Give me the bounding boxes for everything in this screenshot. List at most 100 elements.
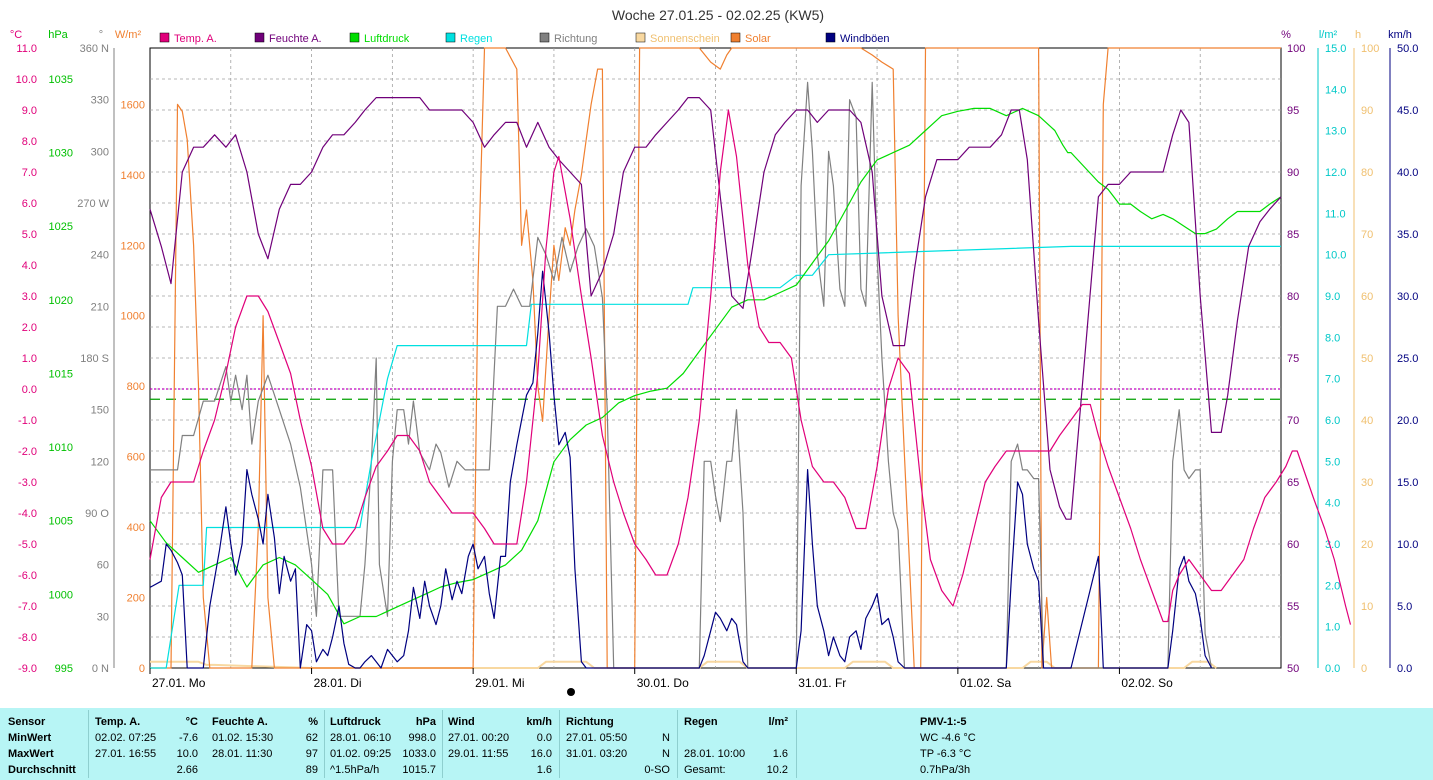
press-max-value: 1033.0 — [402, 748, 436, 760]
stats-header-rain-unit: l/m² — [768, 716, 788, 728]
dir-avg-value: 0-SO — [644, 764, 670, 776]
hum-avg-value: 89 — [305, 764, 318, 776]
legend-label-solar: Solar — [745, 33, 771, 45]
axis-tick-sun: 70 — [1361, 229, 1373, 241]
axis-tick-press: 1030 — [49, 148, 73, 160]
axis-tick-hum: 65 — [1287, 477, 1299, 489]
axis-tick-temp: 10.0 — [16, 74, 37, 86]
dir-min-time: 27.01. 05:50 — [566, 732, 628, 744]
axis-tick-solar: 600 — [127, 452, 145, 464]
series-line-press — [149, 107, 1282, 625]
axis-tick-gust: 20.0 — [1397, 415, 1418, 427]
temp-avg-value: 2.66 — [176, 764, 198, 776]
axis-tick-rain: 9.0 — [1325, 291, 1340, 303]
temp-max-time: 27.01. 16:55 — [95, 748, 157, 760]
axis-tick-sun: 30 — [1361, 477, 1373, 489]
axis-tick-press: 1010 — [49, 442, 73, 454]
axis-tick-sun: 10 — [1361, 601, 1373, 613]
x-tick-label: 28.01. Di — [314, 676, 362, 690]
axis-tick-hum: 70 — [1287, 415, 1299, 427]
axis-tick-rain: 6.0 — [1325, 415, 1340, 427]
axis-tick-solar: 0 — [139, 663, 145, 675]
axis-tick-hum: 95 — [1287, 105, 1299, 117]
moon-phase-icon — [567, 688, 575, 696]
series-line-temp — [149, 109, 1352, 625]
axis-tick-rain: 15.0 — [1325, 43, 1346, 55]
legend-label-hum: Feuchte A. — [269, 33, 322, 45]
temp-min-time: 02.02. 07:25 — [95, 732, 157, 744]
axis-tick-press: 995 — [55, 663, 73, 675]
wind-avg-value: 1.6 — [536, 764, 552, 776]
axis-tick-solar: 1000 — [121, 311, 145, 323]
axis-tick-temp: 1.0 — [22, 353, 37, 365]
axis-tick-sun: 40 — [1361, 415, 1373, 427]
rain-total-label: Gesamt: — [684, 764, 726, 776]
axis-tick-temp: -3.0 — [18, 477, 37, 489]
wind-max-time: 29.01. 11:55 — [448, 748, 509, 760]
stats-header-rain: Regen — [684, 716, 718, 728]
axis-tick-hum: 100 — [1287, 43, 1305, 55]
rain-max-time: 28.01. 10:00 — [684, 748, 746, 760]
axis-tick-sun: 80 — [1361, 167, 1373, 179]
stats-header-wind-unit: km/h — [526, 716, 552, 728]
legend-swatch-press — [349, 32, 360, 43]
x-tick-label: 02.02. So — [1121, 676, 1173, 690]
axis-tick-solar: 1600 — [121, 99, 145, 111]
legend-swatch-dir — [539, 32, 550, 43]
axis-tick-temp: 5.0 — [22, 229, 37, 241]
axis-tick-temp: -8.0 — [18, 632, 37, 644]
axis-tick-dir: 150 — [91, 405, 109, 417]
axis-tick-gust: 5.0 — [1397, 601, 1412, 613]
axis-tick-temp: -5.0 — [18, 539, 37, 551]
axis-tick-rain: 13.0 — [1325, 126, 1346, 138]
x-tick-label: 30.01. Do — [637, 676, 689, 690]
dir-max-value: N — [662, 748, 670, 760]
axis-tick-dir: 210 — [91, 301, 109, 313]
press-max-time: 01.02. 09:25 — [330, 748, 392, 760]
axis-tick-gust: 25.0 — [1397, 353, 1418, 365]
wind-min-time: 27.01. 00:20 — [448, 732, 510, 744]
stats-panel: Sensor MinWert MaxWert Durchschnitt Temp… — [0, 708, 1433, 780]
pmv-pressure-trend: 0.7hPa/3h — [920, 764, 971, 776]
axis-tick-rain: 7.0 — [1325, 374, 1340, 386]
axis-tick-temp: -7.0 — [18, 601, 37, 613]
axis-tick-gust: 45.0 — [1397, 105, 1418, 117]
axis-tick-rain: 10.0 — [1325, 250, 1346, 262]
axis-tick-press: 1020 — [49, 295, 73, 307]
press-min-time: 28.01. 06:10 — [330, 732, 392, 744]
stats-header-dir: Richtung — [566, 716, 614, 728]
axis-tick-dir: 30 — [97, 611, 109, 623]
stats-header-hum-unit: % — [308, 716, 318, 728]
stats-header-sensor: Sensor — [8, 716, 46, 728]
hum-max-value: 97 — [305, 748, 318, 760]
axis-tick-temp: 0.0 — [22, 384, 37, 396]
pmv-windchill: WC -4.6 °C — [920, 732, 976, 744]
axis-tick-gust: 30.0 — [1397, 291, 1418, 303]
series-line-hum — [149, 96, 1282, 520]
stats-header-hum: Feuchte A. — [212, 716, 268, 728]
rain-total-value: 10.2 — [766, 764, 788, 776]
axis-unit-rain: l/m² — [1319, 29, 1338, 41]
axis-tick-rain: 2.0 — [1325, 580, 1340, 592]
axis-tick-dir: 240 — [91, 250, 109, 262]
axis-tick-rain: 11.0 — [1325, 208, 1346, 220]
axis-tick-press: 1025 — [49, 221, 73, 233]
axis-tick-solar: 1200 — [121, 240, 145, 252]
axis-tick-temp: 6.0 — [22, 198, 37, 210]
axis-tick-rain: 12.0 — [1325, 167, 1346, 179]
legend-swatch-temp — [159, 32, 170, 43]
axis-tick-rain: 4.0 — [1325, 498, 1340, 510]
legend-swatch-gust — [825, 32, 836, 43]
legend-label-press: Luftdruck — [364, 33, 410, 45]
axis-unit-press: hPa — [48, 29, 68, 41]
axis-tick-rain: 3.0 — [1325, 539, 1340, 551]
stats-header-temp-unit: °C — [185, 716, 198, 728]
temp-min-value: -7.6 — [179, 732, 198, 744]
wind-max-value: 16.0 — [530, 748, 552, 760]
stats-label-avg: Durchschnitt — [8, 764, 76, 776]
axis-tick-sun: 0 — [1361, 663, 1367, 675]
axis-tick-dir: 0 N — [92, 663, 109, 675]
axis-tick-hum: 75 — [1287, 353, 1299, 365]
axis-tick-dir: 60 — [97, 560, 109, 572]
axis-tick-hum: 50 — [1287, 663, 1299, 675]
